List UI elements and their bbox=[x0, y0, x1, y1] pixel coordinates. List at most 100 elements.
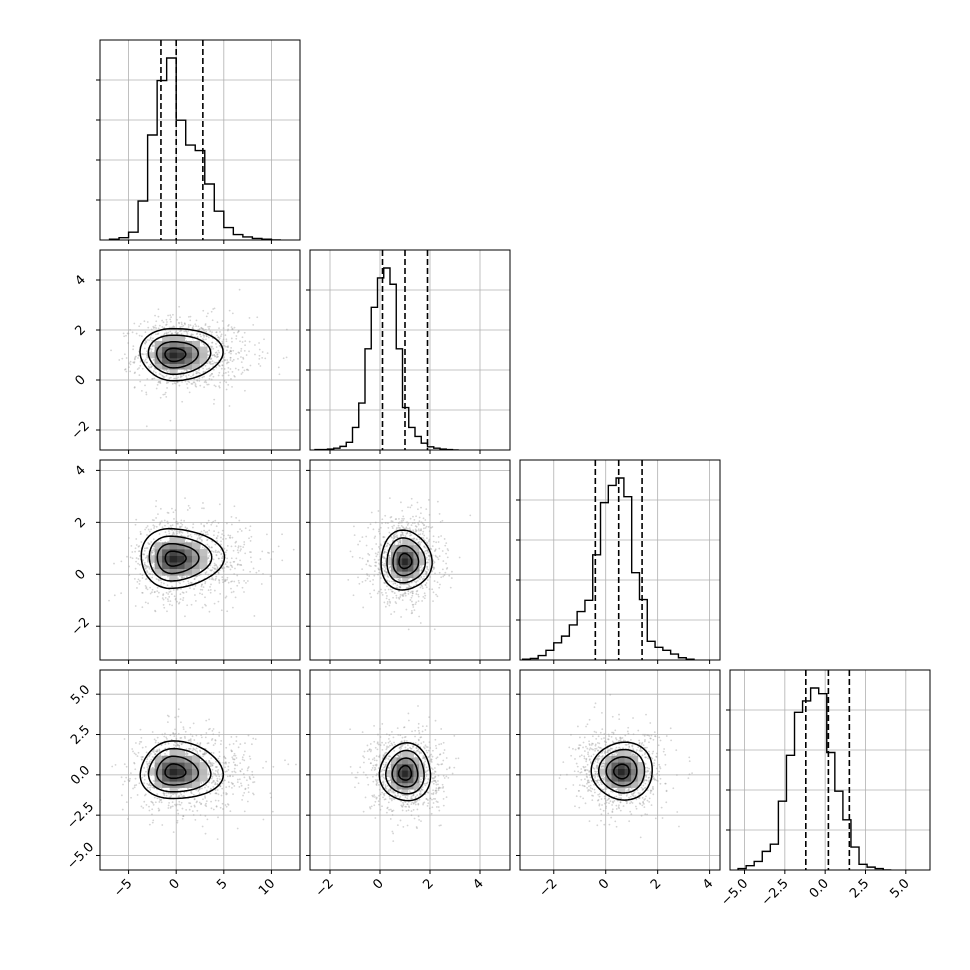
scatter-point bbox=[172, 531, 175, 534]
scatter-point bbox=[401, 805, 403, 808]
scatter-point bbox=[417, 705, 419, 707]
scatter-point bbox=[349, 550, 352, 553]
scatter-point bbox=[227, 765, 230, 768]
scatter-point bbox=[230, 750, 233, 753]
scatter-point bbox=[205, 604, 207, 607]
scatter-point bbox=[242, 546, 245, 548]
scatter-point bbox=[189, 581, 192, 584]
scatter-point bbox=[176, 588, 179, 591]
scatter-point bbox=[216, 779, 219, 782]
scatter-point bbox=[176, 381, 179, 383]
scatter-point bbox=[438, 586, 441, 589]
scatter-point bbox=[165, 324, 167, 326]
scatter-point bbox=[187, 535, 190, 538]
scatter-point bbox=[233, 770, 236, 773]
contour-line bbox=[398, 552, 413, 570]
scatter-point bbox=[133, 372, 136, 375]
scatter-point bbox=[213, 564, 216, 567]
scatter-point bbox=[163, 375, 166, 378]
scatter-point bbox=[159, 507, 162, 510]
scatter-point bbox=[419, 512, 422, 515]
scatter-point bbox=[410, 534, 413, 536]
scatter-point bbox=[403, 528, 406, 530]
density-cell bbox=[402, 538, 409, 546]
scatter-point bbox=[383, 573, 386, 576]
scatter-point bbox=[361, 557, 364, 560]
scatter-point bbox=[212, 308, 215, 310]
scatter-point bbox=[364, 579, 367, 582]
density-cell bbox=[162, 548, 171, 556]
scatter-point bbox=[380, 572, 382, 575]
scatter-point bbox=[222, 570, 225, 572]
scatter-point bbox=[226, 345, 229, 348]
scatter-point bbox=[400, 747, 403, 750]
scatter-point bbox=[426, 565, 429, 568]
scatter-point bbox=[174, 598, 177, 601]
scatter-point bbox=[249, 556, 252, 559]
scatter-point bbox=[203, 525, 206, 528]
scatter-point bbox=[210, 800, 212, 803]
scatter-point bbox=[134, 567, 137, 570]
scatter-point bbox=[153, 751, 155, 753]
density-cell bbox=[402, 544, 409, 552]
scatter-point bbox=[144, 793, 147, 796]
scatter-point bbox=[428, 555, 430, 557]
scatter-point bbox=[409, 599, 412, 601]
scatter-point bbox=[412, 745, 415, 748]
scatter-point bbox=[224, 757, 227, 760]
scatter-point bbox=[204, 752, 207, 755]
scatter-point bbox=[209, 765, 211, 767]
scatter-point bbox=[160, 584, 162, 587]
scatter-point bbox=[204, 814, 207, 817]
scatter-point bbox=[176, 588, 179, 591]
scatter-point bbox=[218, 751, 221, 753]
scatter-point bbox=[277, 545, 280, 548]
scatter-point bbox=[189, 587, 191, 589]
scatter-point bbox=[409, 517, 412, 520]
scatter-point bbox=[175, 520, 178, 523]
scatter-point bbox=[152, 819, 155, 822]
scatter-point bbox=[184, 323, 186, 326]
scatter-point bbox=[162, 593, 165, 596]
scatter-point bbox=[209, 363, 212, 365]
scatter-point bbox=[435, 789, 438, 792]
scatter-point bbox=[234, 771, 237, 774]
scatter-point bbox=[424, 550, 427, 552]
scatter-point bbox=[134, 777, 137, 780]
scatter-point bbox=[400, 745, 403, 748]
scatter-point bbox=[216, 770, 219, 773]
scatter-point bbox=[165, 369, 168, 372]
scatter-point bbox=[190, 603, 193, 606]
scatter-point bbox=[194, 594, 196, 596]
scatter-point bbox=[379, 793, 382, 796]
scatter-point bbox=[258, 348, 261, 351]
scatter-point bbox=[234, 764, 237, 767]
scatter-point bbox=[166, 511, 169, 514]
scatter-point bbox=[196, 750, 199, 753]
scatter-point bbox=[206, 533, 209, 536]
scatter-point bbox=[225, 388, 228, 391]
contour-line bbox=[155, 341, 199, 369]
scatter-point bbox=[417, 508, 419, 511]
scatter-point bbox=[200, 341, 203, 344]
scatter-point bbox=[252, 776, 255, 779]
scatter-point bbox=[419, 533, 422, 536]
scatter-point bbox=[215, 805, 218, 808]
density-panel-3-0 bbox=[100, 670, 300, 870]
scatter-point bbox=[399, 596, 402, 598]
scatter-point bbox=[162, 598, 165, 601]
scatter-point bbox=[429, 754, 431, 757]
scatter-point bbox=[233, 331, 235, 334]
scatter-point bbox=[236, 764, 238, 767]
scatter-point bbox=[177, 522, 179, 525]
scatter-point bbox=[392, 596, 394, 599]
scatter-point bbox=[412, 603, 415, 606]
scatter-point bbox=[161, 326, 164, 328]
scatter-point bbox=[159, 521, 162, 524]
scatter-point bbox=[227, 534, 230, 537]
scatter-point bbox=[196, 809, 199, 812]
scatter-point bbox=[145, 803, 148, 806]
scatter-point bbox=[179, 526, 182, 529]
scatter-point bbox=[416, 501, 419, 504]
scatter-point bbox=[374, 552, 377, 555]
